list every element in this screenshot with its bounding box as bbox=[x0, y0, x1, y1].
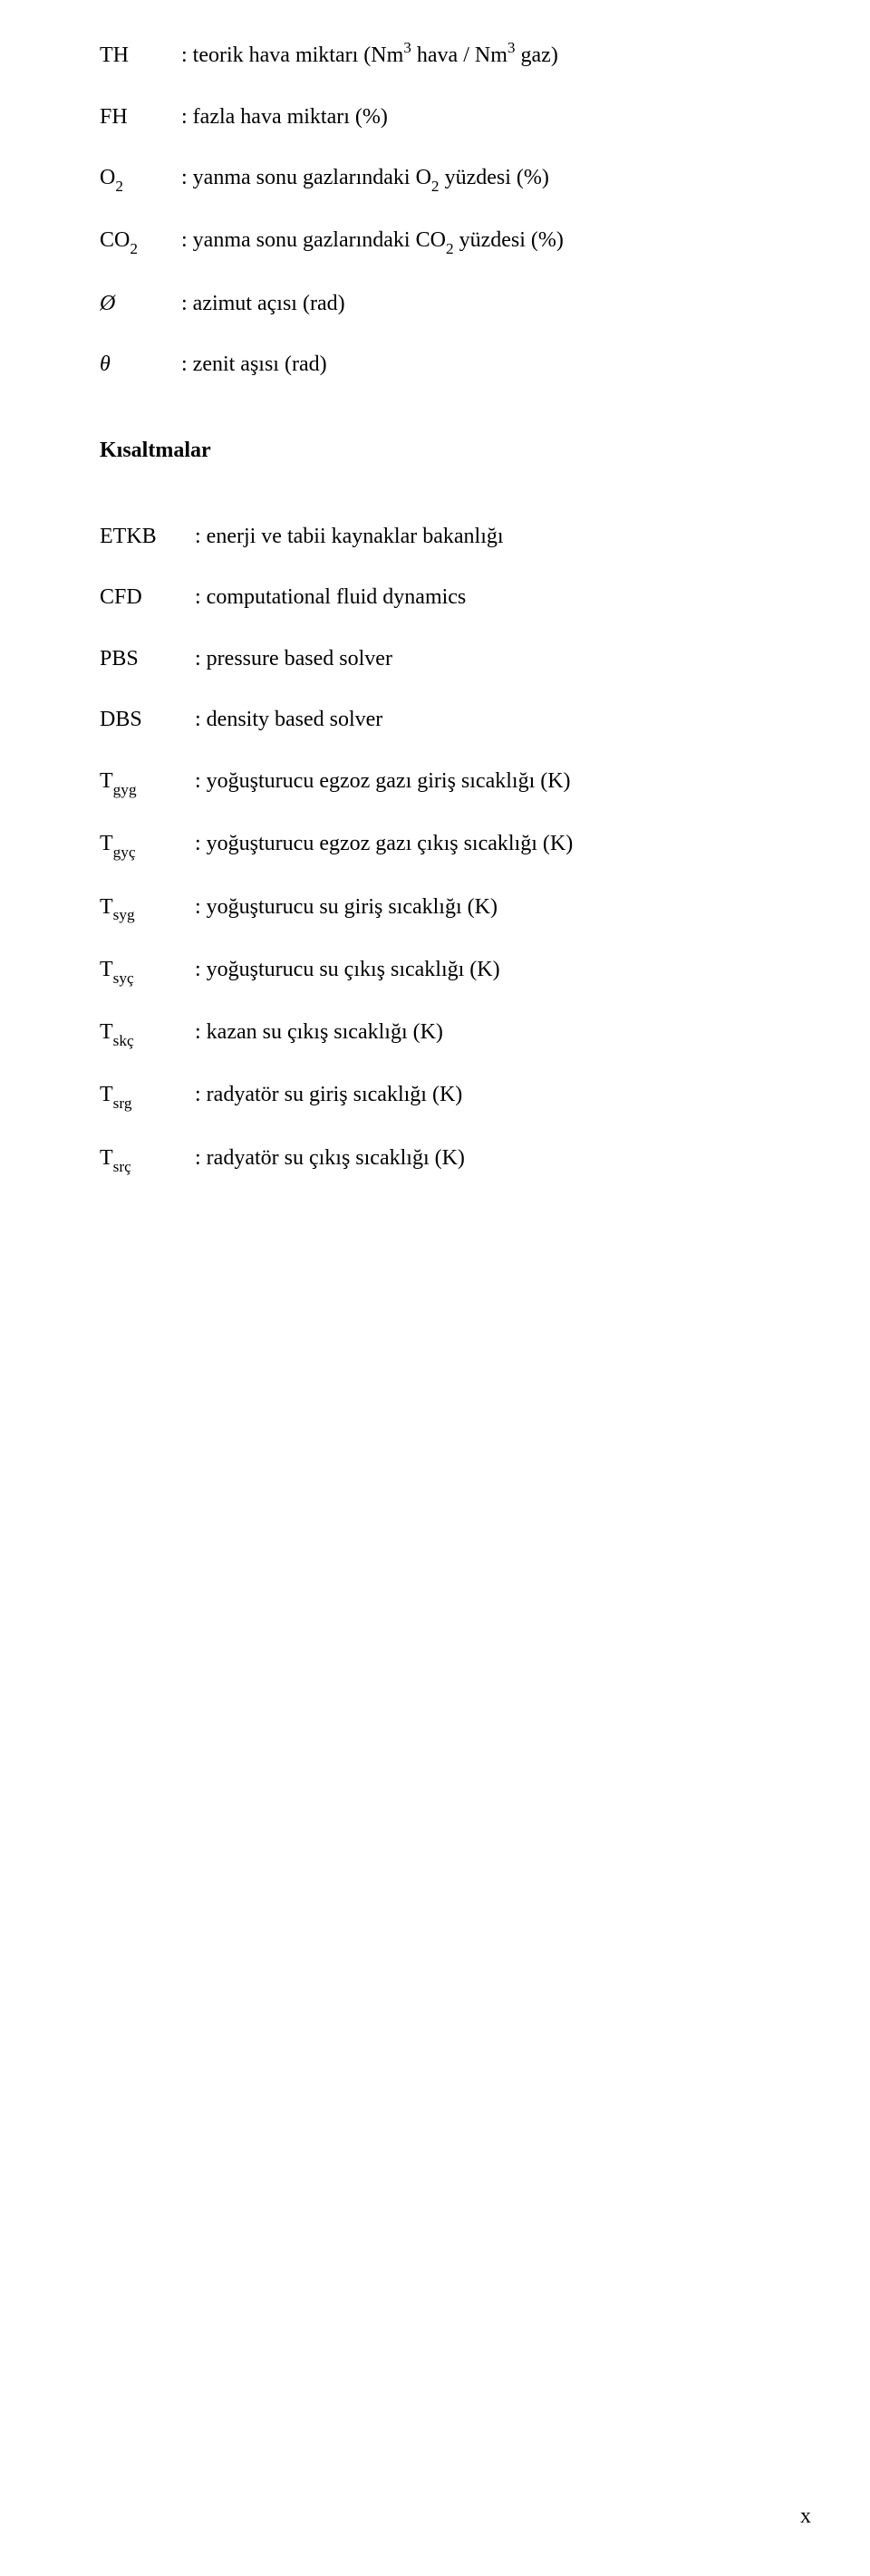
symbol: Tgyg bbox=[100, 764, 195, 801]
definition-row: Tsyg: yoğuşturucu su giriş sıcaklığı (K) bbox=[100, 890, 816, 927]
symbol: Tsyg bbox=[100, 890, 195, 927]
symbol: TH bbox=[100, 38, 181, 74]
definition-text: : density based solver bbox=[195, 702, 816, 738]
definition-row: DBS: density based solver bbox=[100, 702, 816, 738]
symbol: CO2 bbox=[100, 223, 181, 260]
definition-row: CO2: yanma sonu gazlarındaki CO2 yüzdesi… bbox=[100, 223, 816, 260]
definition-row: Tgyç: yoğuşturucu egzoz gazı çıkış sıcak… bbox=[100, 826, 816, 863]
definition-row: PBS: pressure based solver bbox=[100, 642, 816, 678]
symbol: Tgyç bbox=[100, 826, 195, 863]
symbol: Tskç bbox=[100, 1015, 195, 1052]
symbol: Tsrç bbox=[100, 1141, 195, 1178]
definition-text: : enerji ve tabii kaynaklar bakanlığı bbox=[195, 519, 816, 555]
symbol-list-1: TH: teorik hava miktarı (Nm3 hava / Nm3 … bbox=[100, 36, 816, 383]
definition-text: : zenit aşısı (rad) bbox=[181, 347, 816, 383]
symbol: PBS bbox=[100, 642, 195, 678]
definition-text: : fazla hava miktarı (%) bbox=[181, 100, 816, 136]
symbol: O2 bbox=[100, 160, 181, 198]
definition-row: Tsrç: radyatör su çıkış sıcaklığı (K) bbox=[100, 1141, 816, 1178]
definition-text: : yoğuşturucu egzoz gazı çıkış sıcaklığı… bbox=[195, 826, 816, 863]
definition-row: TH: teorik hava miktarı (Nm3 hava / Nm3 … bbox=[100, 36, 816, 74]
definition-row: θ: zenit aşısı (rad) bbox=[100, 347, 816, 383]
page-number: x bbox=[800, 2499, 811, 2535]
symbol: ETKB bbox=[100, 519, 195, 555]
definition-text: : radyatör su çıkış sıcaklığı (K) bbox=[195, 1141, 816, 1177]
symbol: θ bbox=[100, 347, 181, 383]
definition-row: FH: fazla hava miktarı (%) bbox=[100, 100, 816, 136]
definition-row: Tskç: kazan su çıkış sıcaklığı (K) bbox=[100, 1015, 816, 1052]
symbol: FH bbox=[100, 100, 181, 136]
definition-row: Tsyç: yoğuşturucu su çıkış sıcaklığı (K) bbox=[100, 952, 816, 989]
symbol: Tsyç bbox=[100, 952, 195, 989]
definition-text: : yoğuşturucu su giriş sıcaklığı (K) bbox=[195, 890, 816, 926]
definition-text: : computational fluid dynamics bbox=[195, 580, 816, 616]
symbol: Ø bbox=[100, 286, 181, 323]
definition-text: : pressure based solver bbox=[195, 642, 816, 678]
symbol: Tsrg bbox=[100, 1077, 195, 1114]
definition-text: : yoğuşturucu egzoz gazı giriş sıcaklığı… bbox=[195, 764, 816, 800]
definition-text: : yanma sonu gazlarındaki O2 yüzdesi (%) bbox=[181, 160, 816, 198]
definition-row: O2: yanma sonu gazlarındaki O2 yüzdesi (… bbox=[100, 160, 816, 198]
definition-text: : radyatör su giriş sıcaklığı (K) bbox=[195, 1077, 816, 1114]
symbol: CFD bbox=[100, 580, 195, 616]
definition-row: ETKB: enerji ve tabii kaynaklar bakanlığ… bbox=[100, 519, 816, 555]
definition-row: Tsrg: radyatör su giriş sıcaklığı (K) bbox=[100, 1077, 816, 1114]
definition-text: : teorik hava miktarı (Nm3 hava / Nm3 ga… bbox=[181, 36, 816, 74]
symbol: DBS bbox=[100, 702, 195, 738]
definition-text: : kazan su çıkış sıcaklığı (K) bbox=[195, 1015, 816, 1051]
definition-row: Tgyg: yoğuşturucu egzoz gazı giriş sıcak… bbox=[100, 764, 816, 801]
definition-row: CFD: computational fluid dynamics bbox=[100, 580, 816, 616]
definition-text: : yanma sonu gazlarındaki CO2 yüzdesi (%… bbox=[181, 223, 816, 260]
definition-text: : yoğuşturucu su çıkış sıcaklığı (K) bbox=[195, 952, 816, 989]
symbol-list-2: ETKB: enerji ve tabii kaynaklar bakanlığ… bbox=[100, 519, 816, 1178]
section-heading: Kısaltmalar bbox=[100, 433, 816, 469]
definition-row: Ø: azimut açısı (rad) bbox=[100, 286, 816, 323]
definition-text: : azimut açısı (rad) bbox=[181, 286, 816, 323]
